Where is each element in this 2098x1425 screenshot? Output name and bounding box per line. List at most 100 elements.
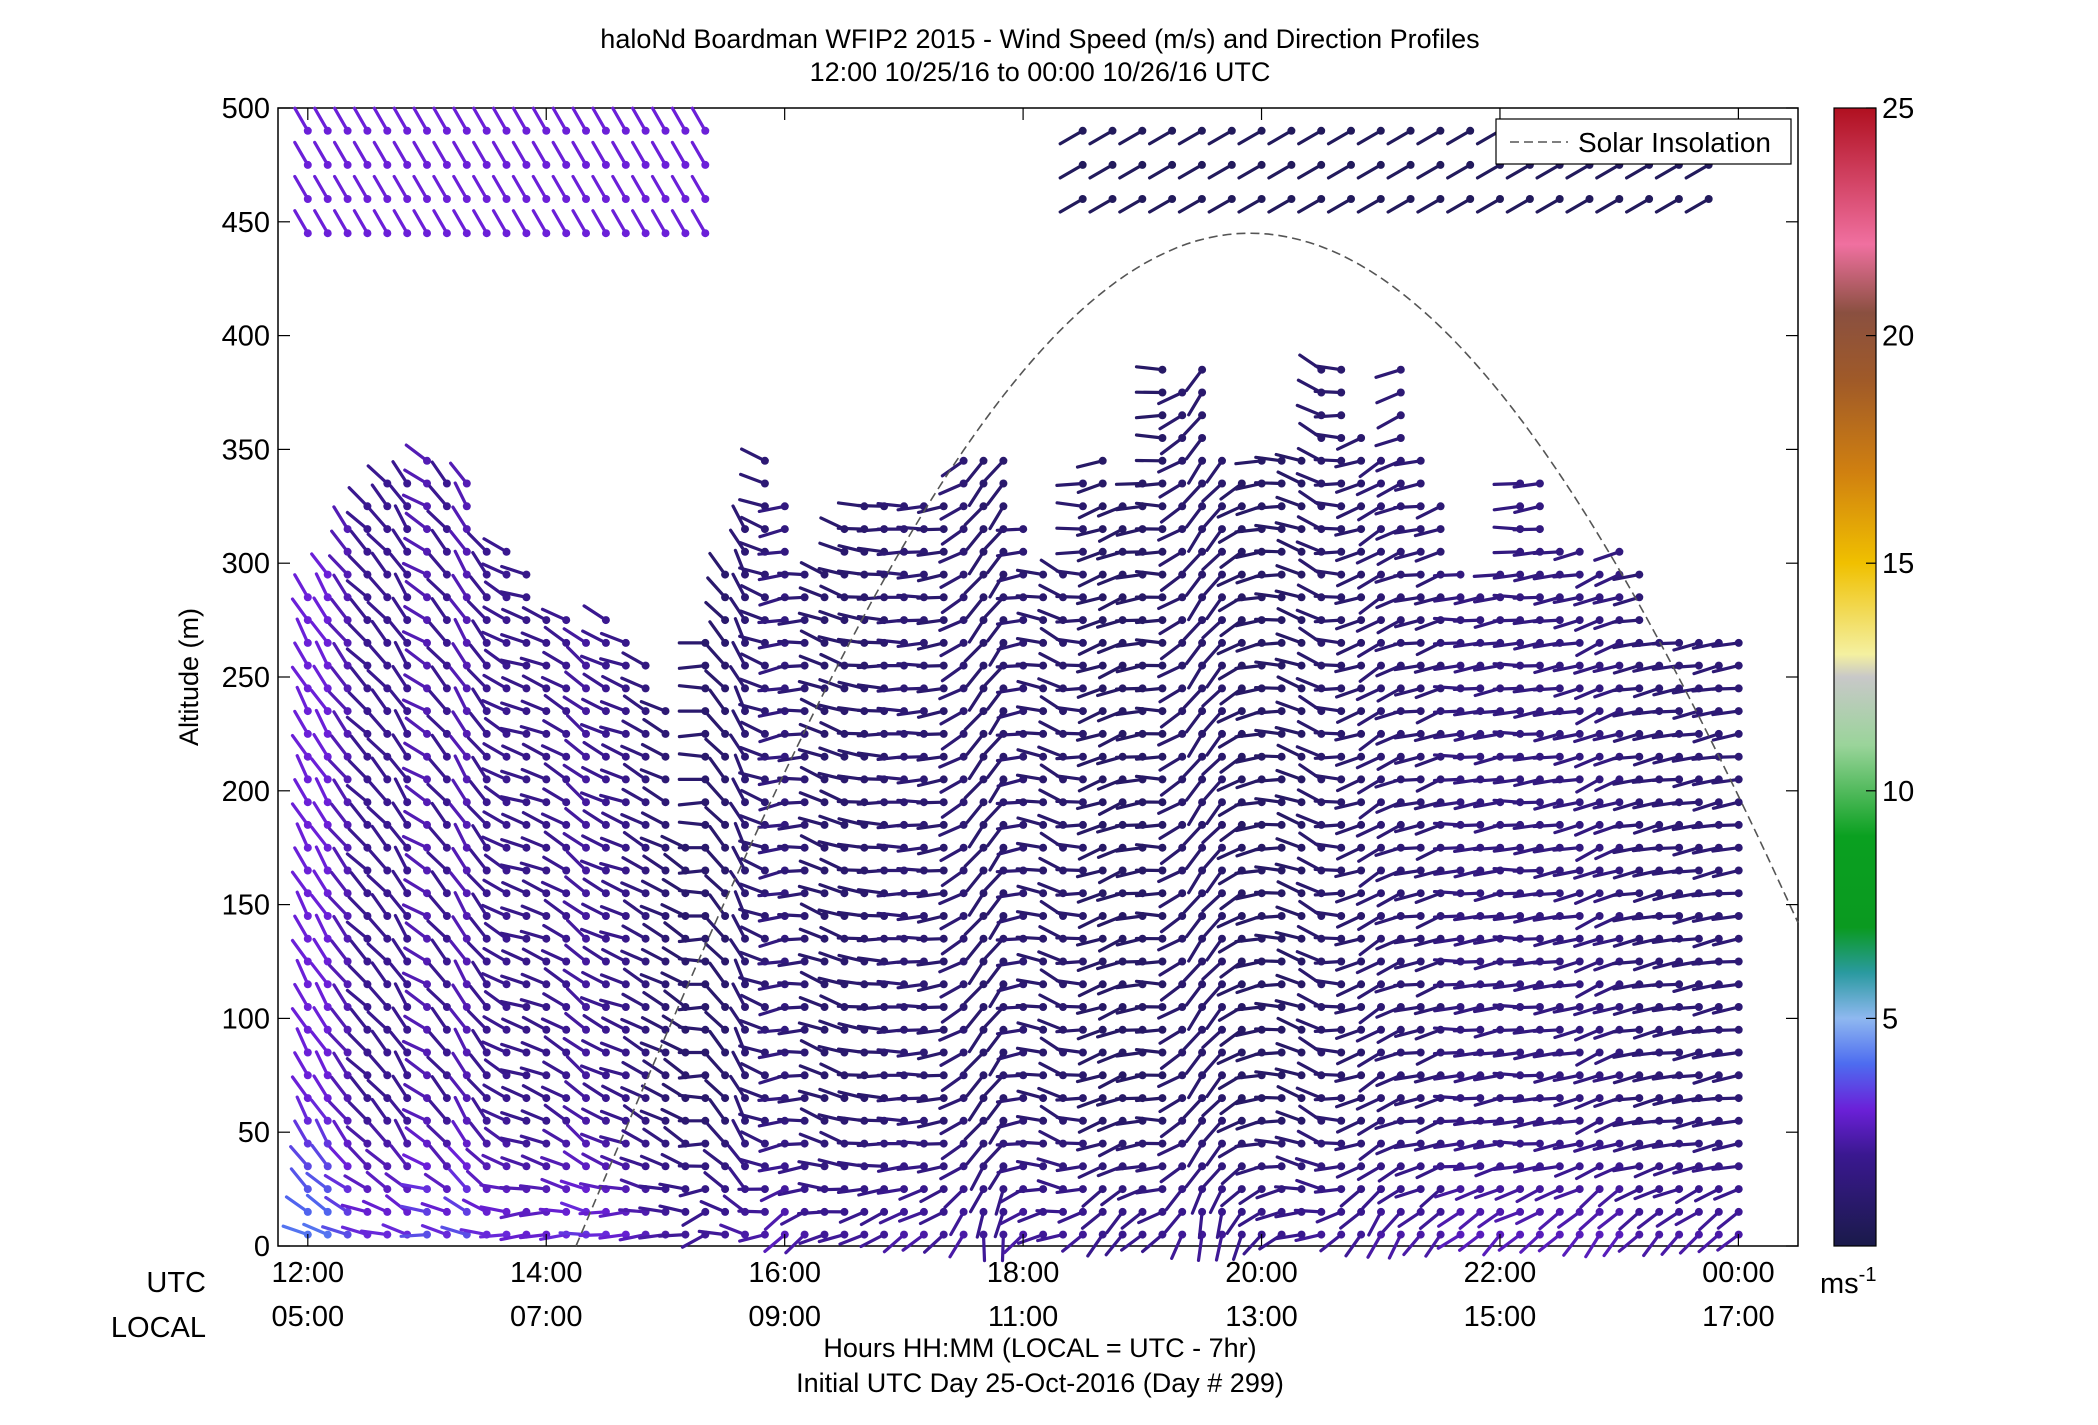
wind-barb-dot — [1416, 502, 1425, 511]
wind-barb — [1692, 1073, 1721, 1085]
wind-barb — [281, 1224, 310, 1237]
wind-barb-dot — [1734, 1003, 1743, 1011]
wind-barb — [620, 1017, 648, 1032]
wind-barb — [1672, 641, 1701, 652]
wind-barb-dot — [1456, 1207, 1465, 1216]
wind-barb-dot — [343, 798, 352, 807]
wind-barb — [1037, 677, 1065, 691]
wind-barb — [738, 498, 767, 508]
wind-barb — [345, 852, 369, 873]
wind-barb-dot — [1078, 889, 1087, 898]
wind-barb-dot — [323, 1185, 332, 1194]
wind-barb-dot — [1694, 934, 1703, 943]
wind-barb-dot — [1098, 479, 1107, 488]
wind-barb — [559, 1201, 588, 1214]
wind-barb — [1096, 1050, 1125, 1064]
wind-barb-dot — [1098, 525, 1107, 534]
wind-barb — [1295, 950, 1323, 964]
wind-barb-dot — [1297, 957, 1306, 966]
wind-barb-dot — [542, 1094, 551, 1103]
wind-barb — [404, 579, 429, 599]
wind-barb — [1565, 163, 1592, 180]
wind-barb — [660, 971, 688, 986]
wind-barb-dot — [482, 775, 491, 784]
wind-barb-dot — [1158, 456, 1167, 465]
wind-barb-dot — [641, 126, 650, 135]
wind-barb-dot — [1575, 638, 1584, 647]
wind-barb-dot — [562, 957, 571, 966]
wind-barb — [938, 481, 966, 496]
wind-barb-dot — [621, 160, 630, 169]
wind-barb-dot — [1615, 866, 1624, 875]
wind-barb — [856, 913, 886, 918]
wind-barb-dot — [621, 1048, 630, 1057]
wind-barb — [995, 732, 1025, 737]
wind-barb-dot — [303, 957, 312, 966]
wind-barb — [938, 1096, 966, 1111]
wind-barb — [1492, 709, 1522, 717]
wind-barb — [836, 663, 866, 668]
wind-barb — [1055, 867, 1085, 873]
wind-barb — [1472, 982, 1502, 988]
wind-barb-dot — [1734, 912, 1743, 920]
wind-barb — [1552, 1141, 1582, 1151]
wind-barb — [368, 849, 389, 873]
wind-barb — [540, 880, 568, 895]
wind-barb — [1058, 197, 1085, 214]
wind-barb-dot — [522, 866, 531, 875]
wind-barb — [1096, 777, 1125, 791]
wind-barb — [1592, 868, 1622, 878]
wind-barb-dot — [1635, 661, 1644, 670]
wind-barb — [1672, 914, 1701, 925]
wind-barb — [916, 663, 946, 668]
wind-barb-dot — [741, 547, 749, 556]
wind-barb-dot — [721, 638, 730, 647]
wind-barb — [426, 509, 449, 531]
wind-barb — [896, 1050, 926, 1058]
wind-barb-dot — [641, 843, 650, 852]
wind-barb-dot — [979, 638, 988, 647]
wind-barb-dot — [820, 980, 829, 989]
wind-barb-dot — [1118, 1139, 1127, 1148]
wind-barb-dot — [1615, 798, 1624, 807]
wind-barb-dot — [1734, 843, 1743, 852]
wind-barb — [1196, 1232, 1204, 1263]
wind-barb-dot — [1078, 1025, 1087, 1034]
wind-barb — [622, 1035, 648, 1055]
wind-barb-dot — [800, 843, 809, 852]
wind-barb — [368, 917, 389, 941]
wind-barb — [940, 800, 966, 819]
wind-barb-dot — [681, 195, 690, 203]
wind-barb — [471, 1097, 489, 1123]
wind-barb-dot — [999, 638, 1008, 647]
wind-barb — [469, 1053, 489, 1077]
wind-barb-dot — [1337, 1162, 1346, 1171]
wind-barb-dot — [363, 1139, 372, 1148]
wind-barb-dot — [1237, 820, 1246, 829]
wind-barb-dot — [1078, 1207, 1087, 1216]
wind-barb-dot — [423, 934, 431, 943]
wind-barb — [1492, 618, 1522, 623]
wind-barb-dot — [1227, 126, 1236, 135]
wind-barb — [677, 1025, 707, 1032]
wind-barb — [581, 902, 608, 918]
wind-barb — [1533, 1005, 1562, 1016]
wind-barb-dot — [363, 684, 372, 693]
wind-barb-dot — [661, 1162, 670, 1171]
wind-barb-dot — [383, 1185, 392, 1194]
wind-barb-dot — [1019, 1207, 1028, 1216]
wind-barb — [368, 576, 389, 599]
wind-barb-dot — [959, 1025, 968, 1034]
wind-barb — [1472, 846, 1502, 852]
wind-barb-dot — [1476, 1162, 1485, 1171]
wind-barb — [1254, 641, 1284, 647]
wind-barb-dot — [820, 1116, 829, 1125]
wind-barb — [1492, 959, 1522, 964]
wind-barb-dot — [741, 912, 749, 920]
wind-barb — [471, 755, 489, 782]
wind-barb-dot — [820, 1230, 829, 1239]
wind-barb-dot — [442, 1185, 451, 1194]
wind-barb — [1393, 1005, 1423, 1013]
wind-barb — [777, 1117, 807, 1123]
wind-barb-dot — [1694, 843, 1703, 852]
